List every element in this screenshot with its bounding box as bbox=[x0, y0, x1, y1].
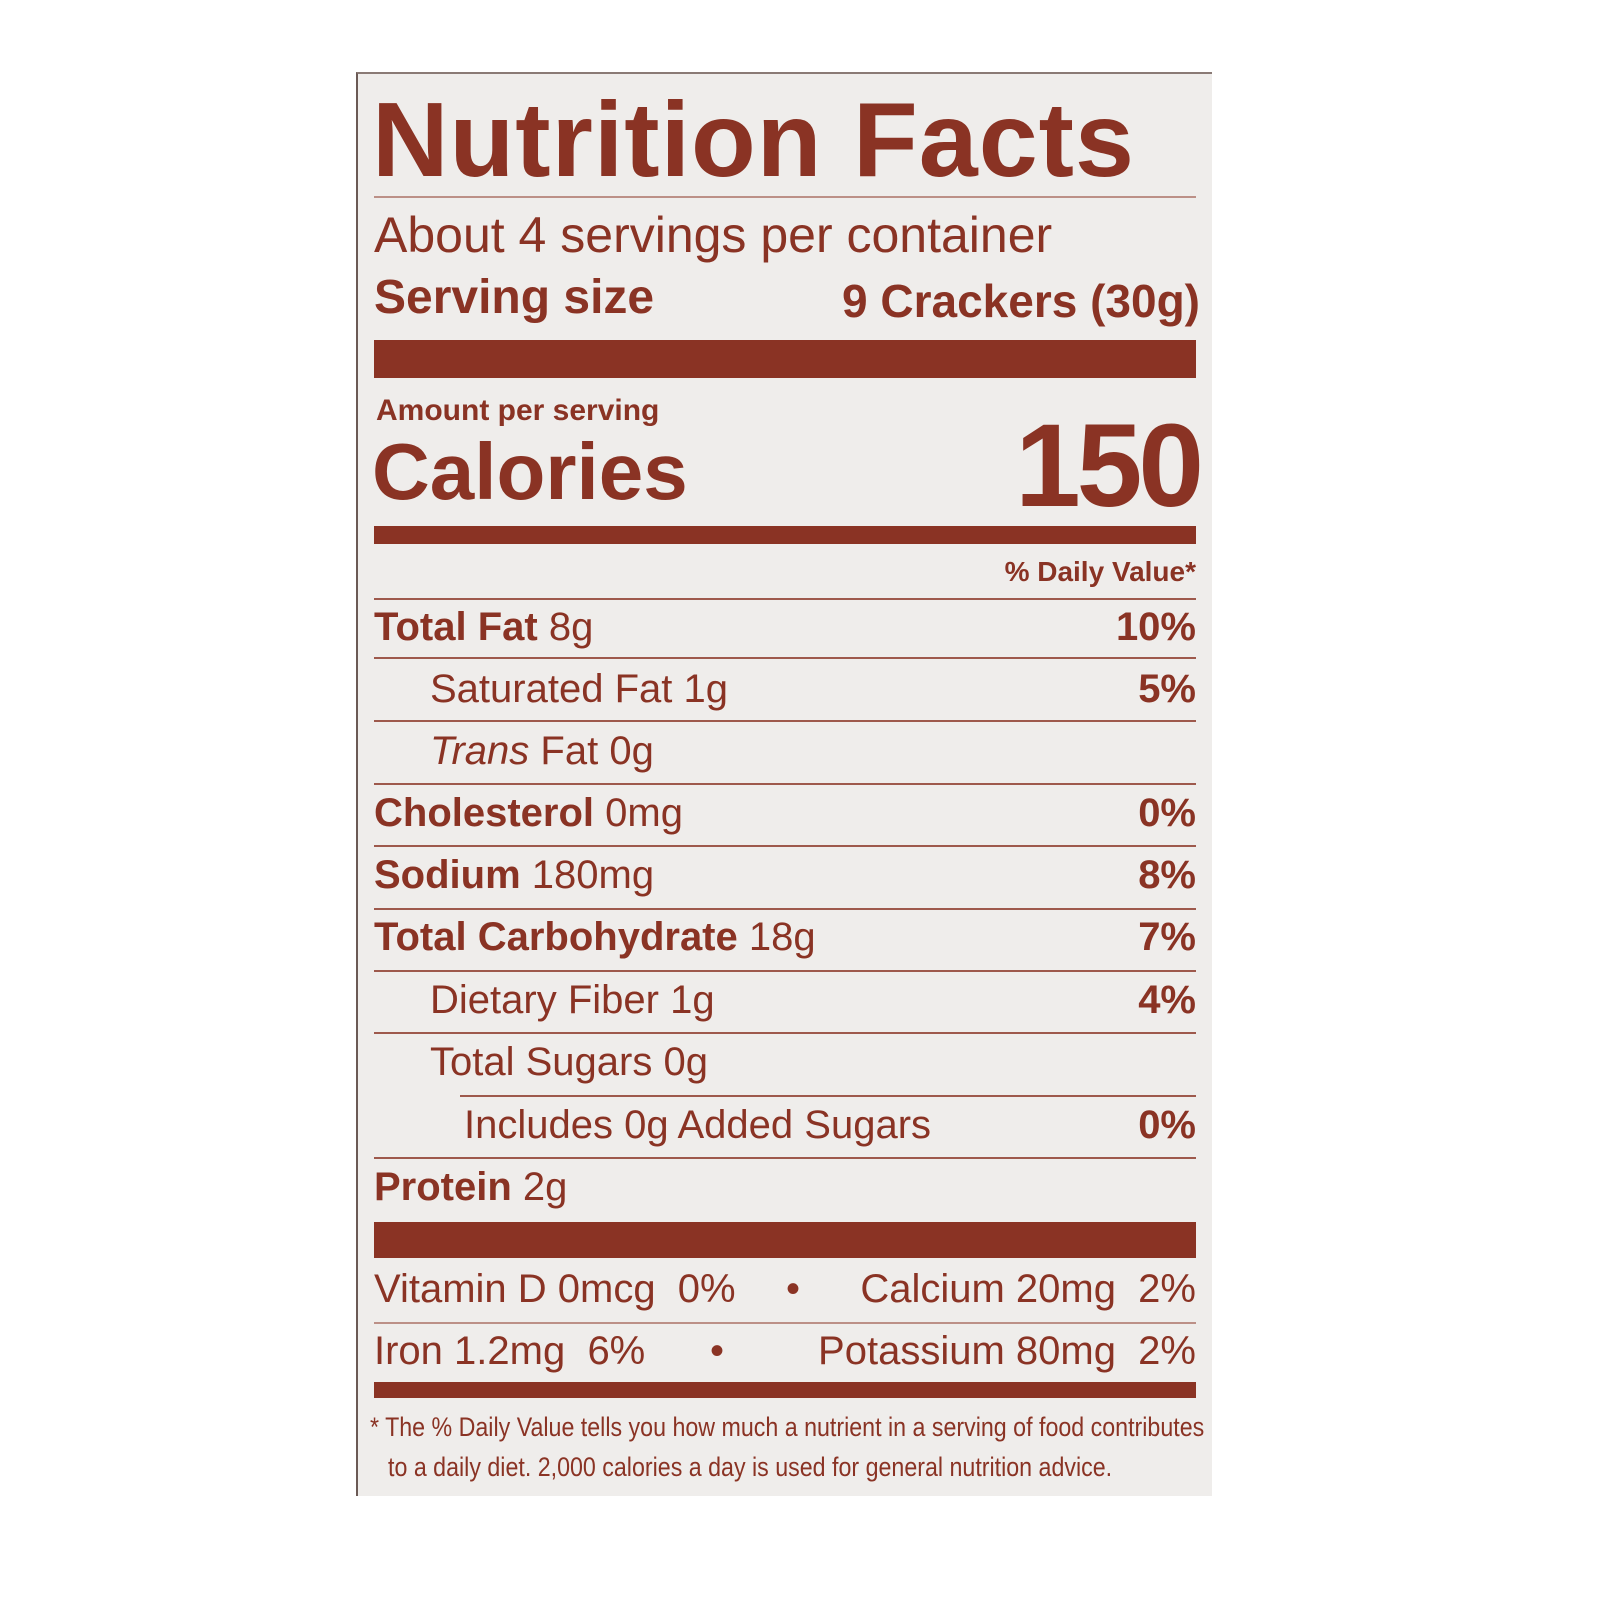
micronutrient-row-1: Vitamin D 0mcg 0% • Calcium 20mg 2% bbox=[374, 1267, 1196, 1311]
calories-value: 150 bbox=[1015, 400, 1204, 532]
nutrient-row-total-carbohydrate: Total Carbohydrate 18g 7% bbox=[374, 915, 1196, 959]
nutrient-row-cholesterol: Cholesterol 0mg 0% bbox=[374, 791, 1196, 835]
footnote-line-1: * The % Daily Value tells you how much a… bbox=[370, 1412, 1205, 1442]
nutrient-row-trans-fat: Trans Fat 0g bbox=[430, 729, 654, 773]
medium-divider bbox=[374, 526, 1196, 544]
footnote-line-2: to a daily diet. 2,000 calories a day is… bbox=[388, 1452, 1113, 1482]
nutrient-row-sodium: Sodium 180mg 8% bbox=[374, 853, 1196, 897]
label-title: Nutrition Facts bbox=[372, 81, 1135, 199]
nutrient-row-protein: Protein 2g bbox=[374, 1165, 568, 1209]
thick-divider bbox=[374, 1222, 1196, 1258]
daily-value-header: % Daily Value* bbox=[1004, 556, 1196, 587]
nutrient-row-added-sugars: Includes 0g Added Sugars 0% bbox=[464, 1103, 1196, 1147]
nutrient-row-saturated-fat: Saturated Fat 1g 5% bbox=[430, 667, 1196, 711]
serving-size-value: 9 Crackers (30g) bbox=[842, 275, 1200, 327]
calories-label: Calories bbox=[372, 427, 688, 516]
nutrient-row-dietary-fiber: Dietary Fiber 1g 4% bbox=[430, 978, 1196, 1022]
divider bbox=[374, 196, 1196, 198]
nutrient-row-total-fat: Total Fat 8g 10% bbox=[374, 605, 1196, 649]
micronutrient-row-2: Iron 1.2mg 6% • Potassium 80mg 2% bbox=[374, 1329, 1196, 1373]
servings-per-container: About 4 servings per container bbox=[374, 207, 1053, 263]
divider bbox=[374, 598, 1196, 600]
thick-divider bbox=[374, 340, 1196, 378]
nutrient-row-total-sugars: Total Sugars 0g bbox=[430, 1040, 708, 1084]
medium-divider bbox=[374, 1382, 1196, 1398]
amount-per-serving: Amount per serving bbox=[376, 394, 660, 427]
serving-size-label: Serving size bbox=[374, 271, 655, 324]
